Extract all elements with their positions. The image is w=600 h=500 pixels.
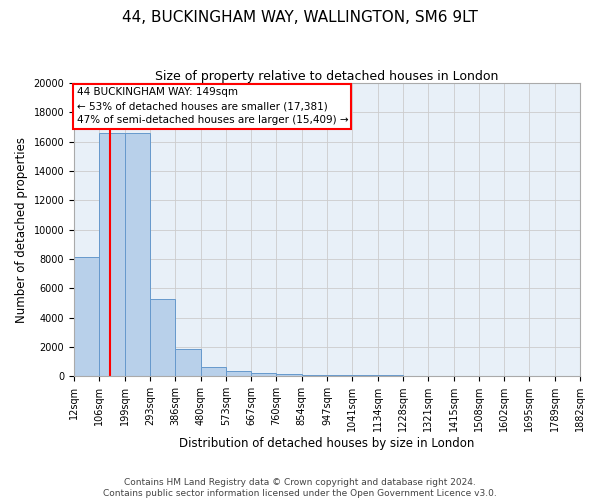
Bar (125, 133, 150, 376)
Bar (302, 375, 327, 376)
Bar (150, 298, 175, 376)
Bar (327, 375, 352, 376)
Text: 44, BUCKINGHAM WAY, WALLINGTON, SM6 9LT: 44, BUCKINGHAM WAY, WALLINGTON, SM6 9LT (122, 10, 478, 25)
Bar (200, 366, 226, 376)
Bar (226, 370, 251, 376)
Bar (277, 374, 302, 376)
Y-axis label: Number of detached properties: Number of detached properties (15, 136, 28, 322)
Bar (74, 258, 100, 376)
X-axis label: Distribution of detached houses by size in London: Distribution of detached houses by size … (179, 437, 475, 450)
Title: Size of property relative to detached houses in London: Size of property relative to detached ho… (155, 70, 499, 83)
Text: 44 BUCKINGHAM WAY: 149sqm
← 53% of detached houses are smaller (17,381)
47% of s: 44 BUCKINGHAM WAY: 149sqm ← 53% of detac… (77, 88, 348, 126)
Text: Contains HM Land Registry data © Crown copyright and database right 2024.
Contai: Contains HM Land Registry data © Crown c… (103, 478, 497, 498)
Bar (100, 133, 125, 376)
Bar (175, 349, 200, 376)
Bar (251, 373, 277, 376)
